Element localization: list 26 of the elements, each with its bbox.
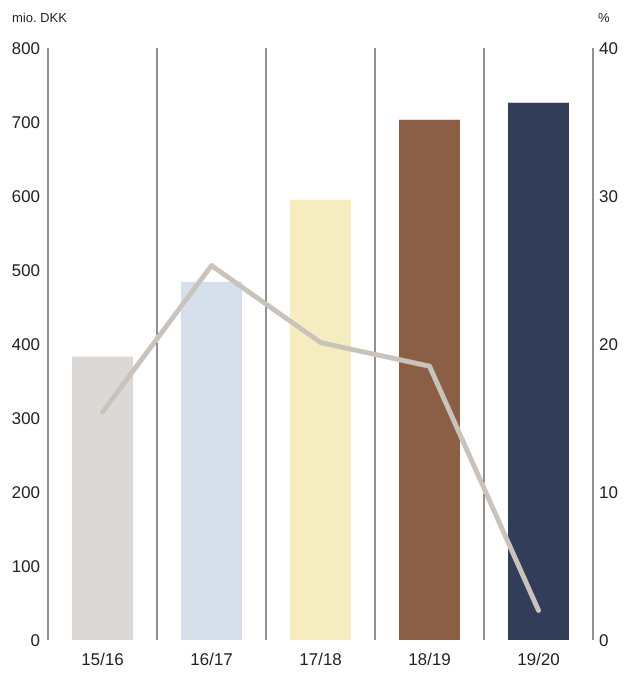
- y-axis-title: mio. DKK: [12, 10, 68, 25]
- y2-tick-label: 0: [599, 630, 608, 650]
- y2-tick-label: 30: [599, 186, 618, 206]
- y2-tick-label: 40: [599, 38, 618, 58]
- y-tick-label: 100: [12, 556, 40, 576]
- x-tick-label: 15/16: [81, 650, 124, 669]
- bar: [398, 120, 460, 640]
- y-tick-label: 200: [12, 482, 40, 502]
- y2-tick-label: 20: [599, 334, 618, 354]
- x-tick-label: 16/17: [190, 650, 233, 669]
- y-tick-label: 500: [12, 260, 40, 280]
- y-tick-label: 400: [12, 334, 40, 354]
- y-tick-label: 800: [12, 38, 40, 58]
- x-tick-label: 17/18: [299, 650, 342, 669]
- y-tick-label: 700: [12, 112, 40, 132]
- y2-tick-label: 10: [599, 482, 618, 502]
- y-tick-label: 600: [12, 186, 40, 206]
- bar: [180, 282, 242, 640]
- y2-axis-title: %: [598, 10, 610, 25]
- x-tick-label: 19/20: [517, 650, 560, 669]
- bar: [72, 356, 134, 640]
- bar: [290, 200, 352, 640]
- bar: [508, 102, 570, 640]
- y-tick-label: 300: [12, 408, 40, 428]
- x-tick-label: 18/19: [408, 650, 451, 669]
- y-tick-label: 0: [30, 630, 40, 650]
